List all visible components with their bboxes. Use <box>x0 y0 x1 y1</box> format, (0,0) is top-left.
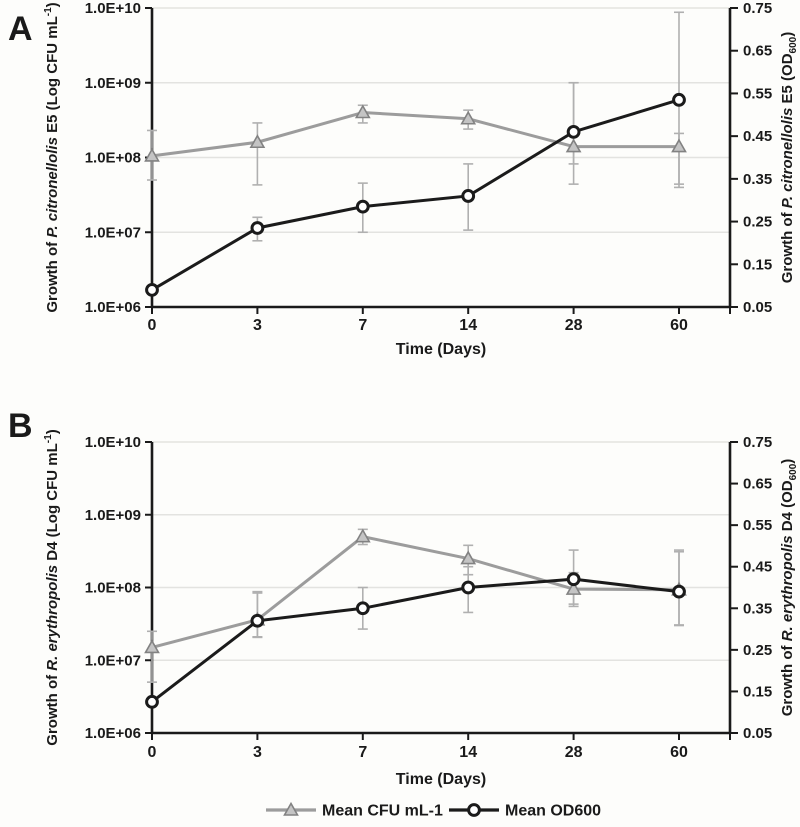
cfu-series <box>144 528 687 654</box>
panel-B: B 1.0E+10 1.0E+09 1.0E+08 1.0E+07 1.0E+06 0.75… <box>8 407 799 788</box>
od-series <box>145 92 686 297</box>
left-tick-label: 1.0E+07 <box>85 224 141 241</box>
x-tick-label: 7 <box>358 744 367 761</box>
right-tick-label: 0.45 <box>743 559 772 576</box>
x-tick-label: 0 <box>148 317 157 334</box>
left-tick-label: 1.0E+06 <box>85 725 141 742</box>
right-tick-label: 0.55 <box>743 85 772 102</box>
x-tick-label: 14 <box>459 317 477 334</box>
x-axis-title: Time (Days) <box>396 771 486 788</box>
right-tick-label: 0.25 <box>743 214 772 231</box>
triangle-marker <box>460 110 477 125</box>
left-tick-label: 1.0E+10 <box>85 434 141 451</box>
x-tick-label: 14 <box>459 744 477 761</box>
left-tick-label: 1.0E+09 <box>85 75 141 92</box>
left-tick-label: 1.0E+08 <box>85 580 141 597</box>
right-tick-label: 0.15 <box>743 256 772 273</box>
right-tick-label: 0.35 <box>743 600 772 617</box>
right-tick-label: 0.75 <box>743 0 772 17</box>
x-tick-label: 60 <box>670 317 688 334</box>
circle-marker <box>566 124 581 139</box>
right-axis-title: Growth of R. erythropolis D4 (OD600) <box>779 459 799 717</box>
od-series <box>145 572 686 709</box>
legend-item-od: Mean OD600 <box>449 803 601 820</box>
x-tick-label: 7 <box>358 317 367 334</box>
triangle-marker <box>354 104 371 119</box>
right-tick-label: 0.65 <box>743 43 772 60</box>
circle-marker <box>355 199 370 214</box>
circle-marker <box>672 92 686 107</box>
triangle-marker <box>144 639 160 654</box>
error-bars <box>147 528 684 707</box>
left-tick-label: 1.0E+06 <box>85 299 141 316</box>
x-tick-label: 3 <box>253 317 262 334</box>
cfu-series <box>144 104 687 162</box>
x-tick-label: 28 <box>565 317 583 334</box>
legend: Mean CFU mL-1 Mean OD600 <box>266 801 601 820</box>
right-tick-label: 0.25 <box>743 642 772 659</box>
legend-label-od: Mean OD600 <box>505 803 601 820</box>
triangle-marker <box>565 580 582 595</box>
circle-marker <box>566 572 581 587</box>
error-bars <box>147 11 684 293</box>
x-tick-label: 60 <box>670 744 688 761</box>
right-tick-label: 0.45 <box>743 128 772 145</box>
left-tick-label: 1.0E+07 <box>85 652 141 669</box>
right-axis-title: Growth of P. citronellolis E5 (OD600) <box>779 32 799 283</box>
circle-marker <box>672 584 686 599</box>
circle-marker <box>145 283 159 297</box>
x-tick-label: 0 <box>148 744 157 761</box>
circle-marker <box>355 601 370 616</box>
right-tick-label: 0.05 <box>743 725 772 742</box>
panel-A: A 1.0E+10 1.0E+09 1.0E+08 1.0E+07 1.0E+06 0.75… <box>8 0 799 358</box>
x-tick-label: 3 <box>253 744 262 761</box>
left-tick-label: 1.0E+08 <box>85 150 141 167</box>
right-tick-label: 0.75 <box>743 434 772 451</box>
left-tick-label: 1.0E+09 <box>85 507 141 524</box>
circle-marker <box>250 613 265 628</box>
panel-letter-A: A <box>8 10 33 48</box>
circle-marker <box>250 221 265 235</box>
triangle-marker <box>460 550 477 565</box>
left-axis-title: Growth of P. citronellolis E5 (Log CFU m… <box>43 2 61 312</box>
circle-marker <box>145 694 159 709</box>
triangle-marker <box>144 147 160 162</box>
circle-marker <box>467 803 481 817</box>
triangle-marker <box>283 801 299 816</box>
legend-label-cfu: Mean CFU mL-1 <box>322 803 443 820</box>
triangle-marker <box>671 138 687 153</box>
x-axis-title: Time (Days) <box>396 341 486 358</box>
circle-marker <box>461 189 476 203</box>
right-tick-label: 0.05 <box>743 299 772 316</box>
panel-letter-B: B <box>8 407 33 445</box>
right-tick-label: 0.15 <box>743 683 772 700</box>
triangle-marker <box>565 138 582 153</box>
x-tick-label: 28 <box>565 744 583 761</box>
left-tick-label: 1.0E+10 <box>85 0 141 17</box>
right-tick-label: 0.55 <box>743 517 772 534</box>
circle-marker <box>461 580 476 595</box>
right-tick-label: 0.35 <box>743 171 772 188</box>
triangle-marker <box>249 134 266 149</box>
left-axis-title: Growth of R. erythropolis D4 (Log CFU mL… <box>43 429 61 745</box>
triangle-marker <box>354 528 371 543</box>
legend-item-cfu: Mean CFU mL-1 <box>266 801 443 820</box>
right-tick-label: 0.65 <box>743 476 772 493</box>
